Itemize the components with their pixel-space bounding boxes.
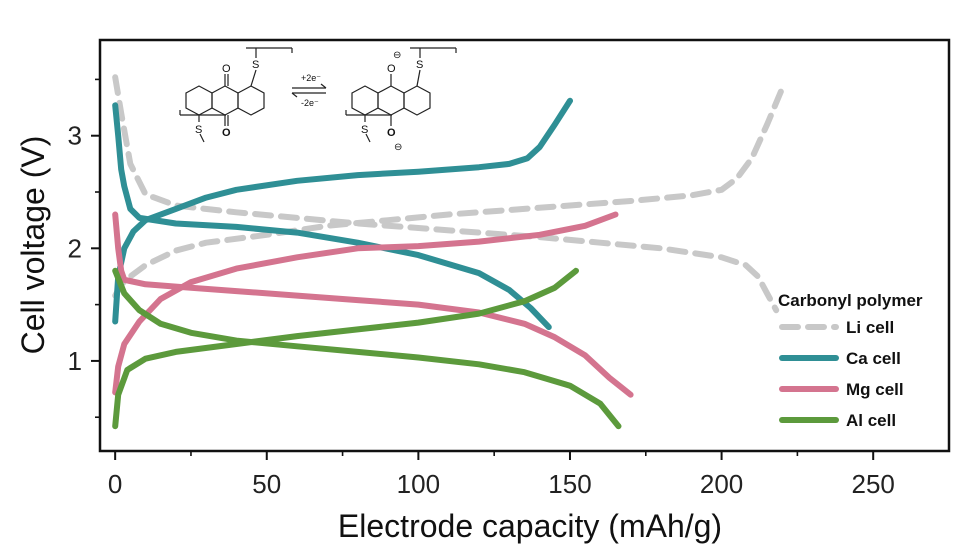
atom-s-top-left: S xyxy=(252,59,259,71)
y-tick-label: 1 xyxy=(68,346,82,376)
reaction-label-top: +2e⁻ xyxy=(301,73,321,83)
series-layer xyxy=(112,74,786,430)
y-tick-label: 3 xyxy=(68,121,82,151)
x-tick-label: 200 xyxy=(700,469,743,499)
legend-label-al-cell: Al cell xyxy=(846,411,896,430)
charge-bottom-right: ⊖ xyxy=(394,142,402,153)
series-line-ca-cell-charge xyxy=(112,97,573,325)
series-line-al-cell-discharge xyxy=(112,267,622,430)
legend: Carbonyl polymer Li cell Ca cell Mg cell Al… xyxy=(778,291,923,430)
ring-right-product xyxy=(403,85,431,116)
atom-s-bottom-right: S xyxy=(361,124,368,136)
ticks-layer: 0 50 100 150 200 250 1 2 3 xyxy=(68,78,895,499)
series-line-li-cell-charge xyxy=(112,85,786,299)
legend-label-ca-cell: Ca cell xyxy=(846,349,901,368)
chemical-labels: O O S S +2e⁻ -2e⁻ O ⊖ O ⊖ S S xyxy=(195,50,423,153)
x-tick-label: 50 xyxy=(252,469,281,499)
legend-label-li-cell: Li cell xyxy=(846,318,894,337)
series-line-li-cell-discharge xyxy=(112,74,780,314)
x-tick-label: 150 xyxy=(548,469,591,499)
series-line-ca-cell-discharge xyxy=(112,102,552,331)
series-line-mg-cell-discharge xyxy=(112,211,634,398)
x-tick-label: 100 xyxy=(397,469,440,499)
y-axis-title: Cell voltage (V) xyxy=(15,136,51,355)
chemical-structure-inset xyxy=(179,47,457,143)
legend-title: Carbonyl polymer xyxy=(778,291,923,310)
series-line-mg-cell-charge xyxy=(112,211,619,396)
ring-middle xyxy=(211,85,239,116)
ring-middle-product xyxy=(377,85,405,116)
x-axis-title: Electrode capacity (mAh/g) xyxy=(338,508,722,544)
ring-left-product xyxy=(351,85,379,116)
legend-entries: Li cell Ca cell Mg cell Al cell xyxy=(779,318,904,430)
ring-right xyxy=(237,85,265,116)
x-tick-label: 0 xyxy=(108,469,122,499)
legend-label-mg-cell: Mg cell xyxy=(846,380,904,399)
atom-s-bottom-left: S xyxy=(195,124,202,136)
reactant-molecule xyxy=(179,47,293,143)
charge-top-right: ⊖ xyxy=(393,50,401,61)
series-line-al-cell-charge xyxy=(112,267,579,430)
atom-o-top-right: O xyxy=(387,63,396,75)
reaction-label-bottom: -2e⁻ xyxy=(301,98,319,108)
x-tick-label: 250 xyxy=(852,469,895,499)
atom-o-bottom-left: O xyxy=(222,127,231,139)
ring-left xyxy=(185,85,213,116)
atom-s-top-right: S xyxy=(416,59,423,71)
atom-o-bottom-right: O xyxy=(387,127,396,139)
y-tick-label: 2 xyxy=(68,233,82,263)
atom-o-top-left: O xyxy=(222,63,231,75)
plot-frame xyxy=(98,38,951,453)
product-molecule xyxy=(345,47,457,143)
